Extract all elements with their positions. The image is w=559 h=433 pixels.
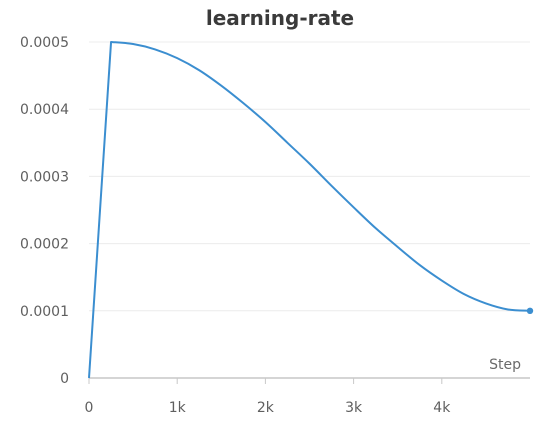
y-tick-label: 0	[60, 371, 69, 387]
x-tick-label: 3k	[345, 400, 363, 416]
x-tick-label: 1k	[169, 400, 187, 416]
grid-lines	[89, 41, 530, 312]
chart-title: learning-rate	[206, 6, 354, 30]
y-tick-label: 0.0005	[20, 35, 69, 51]
y-tick-label: 0.0001	[20, 304, 69, 320]
x-tick-label: 2k	[257, 400, 275, 416]
y-tick-label: 0.0003	[20, 169, 69, 185]
x-axis-ticks: 0 1k 2k 3k 4k	[85, 378, 451, 416]
series-layer	[88, 41, 534, 379]
series-line	[88, 41, 531, 379]
x-axis-title: Step	[489, 357, 521, 373]
series-end-point	[526, 307, 534, 314]
x-tick-label: 0	[85, 400, 94, 416]
y-tick-label: 0.0004	[20, 102, 69, 118]
x-tick-label: 4k	[433, 400, 451, 416]
y-tick-label: 0.0002	[20, 237, 69, 253]
y-axis-ticks: 0 0.0001 0.0002 0.0003 0.0004 0.0005	[20, 35, 69, 387]
